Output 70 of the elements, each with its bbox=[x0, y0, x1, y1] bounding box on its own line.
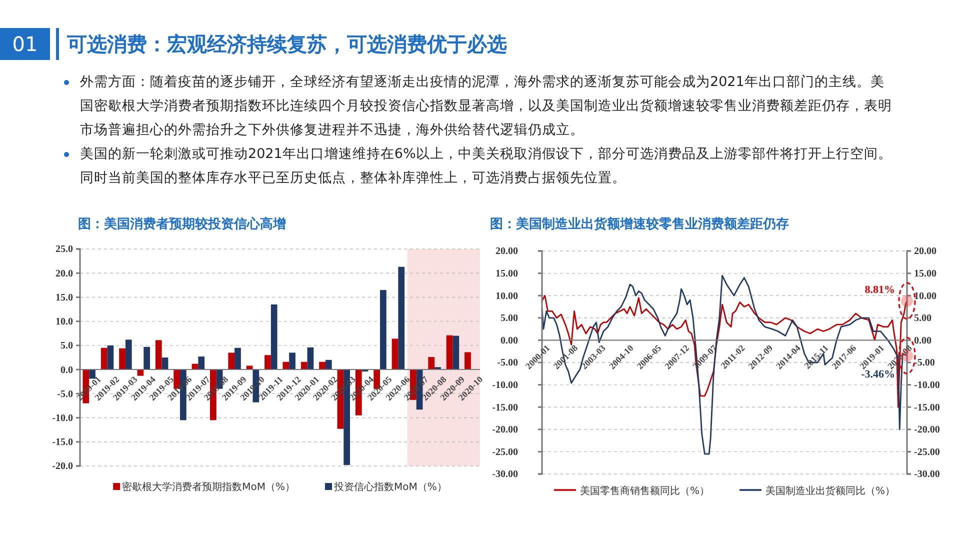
y-tick-label: -20.0 bbox=[52, 461, 73, 472]
y-tick-label: -10.00 bbox=[492, 380, 518, 391]
y-tick-label: 20.00 bbox=[496, 246, 518, 258]
annotation: 8.81% bbox=[864, 284, 895, 296]
y-tick-label: 5.00 bbox=[500, 313, 518, 324]
bar bbox=[380, 290, 386, 370]
y-tick-label: -5.0 bbox=[57, 388, 73, 400]
bar bbox=[125, 340, 132, 370]
bar bbox=[319, 362, 326, 370]
y2-tick-label: -20.00 bbox=[914, 424, 940, 436]
bar bbox=[198, 356, 205, 370]
y-tick-label: -10.0 bbox=[52, 412, 73, 424]
bar bbox=[307, 347, 314, 370]
legend-label: 美国制造业出货额同比（%） bbox=[766, 485, 896, 497]
legend-label: 投资信心指数MoM（%） bbox=[333, 481, 447, 493]
legend-label: 美国零售商销售额同比（%） bbox=[580, 485, 710, 497]
chart-title: 图：美国制造业出货额增速较零售业消费额差距仍存 bbox=[490, 216, 789, 232]
bar bbox=[392, 338, 398, 370]
bar bbox=[119, 348, 126, 370]
text: 01 bbox=[0, 28, 50, 60]
bar bbox=[446, 335, 453, 370]
y-tick-label: 25.0 bbox=[56, 244, 73, 256]
bar bbox=[452, 336, 460, 370]
y-tick-label: -20.00 bbox=[492, 424, 518, 436]
bar bbox=[162, 358, 168, 370]
y2-tick-label: -25.00 bbox=[914, 446, 940, 458]
bar bbox=[100, 348, 108, 370]
y-tick-label: 5.0 bbox=[60, 340, 73, 352]
y-tick-label: -15.0 bbox=[52, 437, 73, 448]
y2-tick-label: 5.00 bbox=[914, 313, 932, 324]
y2-tick-label: -30.00 bbox=[914, 469, 940, 480]
bar bbox=[234, 348, 241, 370]
y2-tick-label: 15.00 bbox=[914, 268, 936, 280]
text: 美国的新一轮刺激或可推动2021年出口增速维持在6%以上，中美关税取消假设下，部分可选消费品及上游零部件将打开上行空间。同时当前美国的整体库存水平已至历史低点，整体补库弹性上，可选消费占据领先位置。 bbox=[80, 146, 892, 186]
y-tick-label: 20.0 bbox=[56, 268, 73, 280]
y2-tick-label: -10.00 bbox=[914, 380, 940, 391]
bar bbox=[464, 352, 471, 370]
bar bbox=[270, 304, 278, 370]
y-tick-label: -15.00 bbox=[492, 402, 518, 414]
bar bbox=[325, 360, 332, 370]
y-tick-label: 10.0 bbox=[56, 316, 73, 328]
bar bbox=[107, 345, 114, 370]
y2-tick-label: 20.00 bbox=[914, 246, 936, 258]
y-tick-label: 10.00 bbox=[496, 290, 518, 302]
y2-tick-label: 0.00 bbox=[914, 335, 932, 346]
bar bbox=[282, 362, 290, 370]
annotation: -3.46% bbox=[861, 368, 895, 381]
y-tick-label: 15.0 bbox=[56, 292, 73, 304]
y2-tick-label: -15.00 bbox=[914, 402, 940, 414]
bar bbox=[155, 340, 162, 370]
y-tick-label: 15.00 bbox=[496, 268, 518, 280]
bar bbox=[264, 355, 271, 370]
y-tick-label: -25.00 bbox=[492, 446, 518, 458]
y2-tick-label: -5.00 bbox=[914, 358, 935, 369]
legend-label: 密歇根大学消费者预期指数MoM（%） bbox=[122, 481, 295, 493]
bar bbox=[137, 370, 144, 376]
bar bbox=[300, 362, 308, 370]
bar bbox=[144, 346, 150, 370]
bar bbox=[289, 352, 296, 370]
y-tick-label: 0.00 bbox=[500, 335, 518, 346]
y-tick-label: -5.00 bbox=[497, 358, 518, 369]
bar bbox=[228, 352, 235, 370]
y-tick-label: -30.00 bbox=[492, 469, 518, 480]
chart-title: 图：美国消费者预期较投资信心高增 bbox=[78, 216, 286, 232]
text: 外需方面：随着疫苗的逐步铺开，全球经济有望逐渐走出疫情的泥潭，海外需求的逐渐复苏可能会成为2021年出口部门的主线。美国密歇根大学消费者预期指数环比连续四个月较投资信心指数显著高增，以及美国制造业出货额增速较零售业消费额差距仍存，表明市场普遍担心的外需抬升之下外供修复进程并不迅捷，海外供给替代逻辑仍成立。 bbox=[80, 74, 892, 138]
y2-tick-label: 10.00 bbox=[914, 290, 936, 302]
text: 可选消费：宏观经济持续复苏，可选消费优于必选 bbox=[56, 28, 507, 60]
bar bbox=[398, 266, 405, 370]
bar bbox=[428, 357, 435, 370]
y-tick-label: 0.0 bbox=[60, 364, 73, 376]
